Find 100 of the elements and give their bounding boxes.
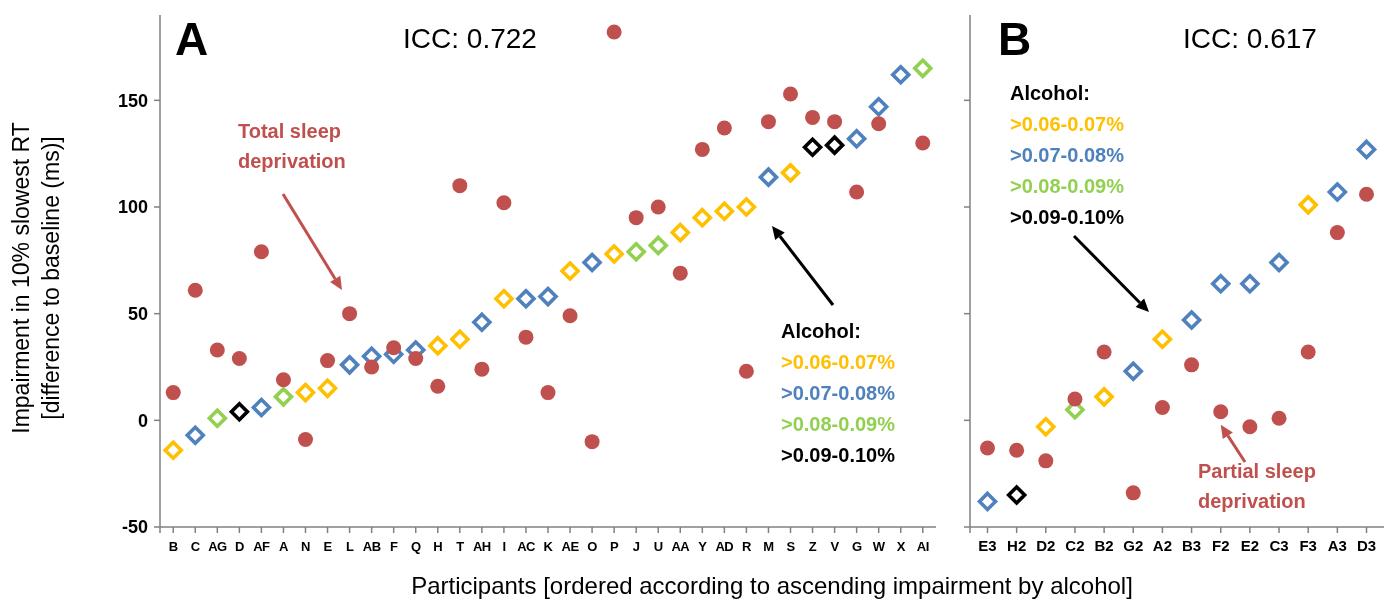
point: [364, 359, 380, 375]
y-tick-label: 50: [127, 303, 148, 324]
y-tick-label: 150: [117, 90, 148, 111]
point: [1123, 361, 1144, 382]
y-tick-label: 0: [137, 410, 148, 431]
x-tick-label: A3: [1327, 537, 1347, 554]
point: [758, 167, 779, 187]
point: [317, 378, 338, 399]
point: [538, 286, 558, 307]
y-tick-label: 100: [117, 197, 148, 218]
point: [584, 434, 600, 450]
point: [780, 163, 801, 183]
point: [1038, 453, 1054, 469]
point: [1154, 400, 1170, 416]
point: [650, 199, 666, 215]
x-tick-label: E2: [1240, 537, 1260, 554]
point: [1240, 274, 1260, 294]
point: [1271, 410, 1287, 426]
annotation: Partial sleep deprivation: [1198, 460, 1316, 512]
x-tick-label: C2: [1065, 537, 1085, 554]
x-tick-label: U: [653, 539, 663, 554]
point: [915, 135, 931, 151]
x-tick-label: D2: [1036, 537, 1056, 554]
x-tick-label: Y: [698, 539, 708, 554]
text: >0.08-0.09%: [1010, 175, 1125, 197]
point: [1329, 225, 1345, 241]
point: [320, 353, 336, 369]
point: [1300, 344, 1316, 360]
point: [1213, 404, 1229, 420]
point: [628, 210, 644, 226]
point: [1356, 139, 1377, 160]
point: [802, 137, 823, 158]
legend-title: Alcohol:: [1010, 82, 1090, 104]
point: [805, 109, 821, 125]
point: [231, 350, 247, 366]
text: >0.06-0.07%: [1010, 113, 1125, 135]
point: [1298, 195, 1318, 215]
point: [1036, 416, 1056, 437]
text: >0.07-0.08%: [1010, 144, 1125, 166]
point: [868, 96, 889, 117]
point: [207, 408, 228, 428]
point: [253, 244, 269, 260]
point: [209, 342, 225, 358]
point: [714, 201, 735, 222]
point: [871, 116, 887, 132]
x-tick-label: AF: [253, 539, 271, 554]
text: >0.06-0.07%: [781, 351, 896, 373]
point: [275, 372, 291, 388]
x-tick-label: AB: [362, 539, 381, 554]
point: [606, 24, 622, 40]
x-tick-label: C: [190, 539, 201, 554]
point: [295, 382, 316, 403]
point: [251, 397, 272, 418]
x-tick-label: E: [323, 539, 333, 554]
x-tick-label: W: [872, 539, 886, 554]
point: [827, 114, 843, 130]
x-tick-label: H: [433, 539, 443, 554]
point: [1009, 442, 1025, 458]
x-tick-label: AI: [916, 539, 929, 554]
x-tick-label: M: [763, 539, 774, 554]
x-tick-label: K: [543, 539, 554, 554]
text: >0.07-0.08%: [781, 382, 896, 404]
x-tick-label: A2: [1152, 537, 1173, 554]
x-tick-label: G2: [1123, 537, 1144, 554]
point: [1067, 391, 1083, 407]
point: [783, 86, 798, 102]
x-tick-label: AG: [208, 539, 227, 554]
x-tick-label: G: [851, 539, 862, 554]
y-tick-label: -50: [121, 517, 148, 538]
x-tick-label: S: [786, 539, 796, 554]
point: [427, 335, 448, 356]
x-tick-label: C3: [1269, 537, 1289, 554]
point: [452, 178, 468, 194]
point: [163, 440, 184, 460]
point: [273, 387, 294, 407]
point: [736, 197, 757, 217]
point: [1242, 419, 1258, 435]
text: >0.08-0.09%: [781, 413, 896, 435]
x-tick-label: F2: [1211, 537, 1230, 554]
point: [626, 242, 646, 262]
point: [562, 308, 578, 324]
point: [450, 329, 470, 350]
x-tick-label: O: [587, 539, 598, 554]
point: [912, 58, 933, 79]
point: [408, 350, 424, 366]
point: [187, 282, 203, 298]
point: [430, 378, 446, 394]
x-tick-label: Z: [808, 539, 817, 554]
x-tick-label: H2: [1007, 537, 1027, 554]
point: [474, 361, 490, 377]
point: [560, 261, 580, 281]
x-tick-label: E3: [978, 537, 997, 554]
point: [1125, 485, 1141, 501]
point: [516, 288, 536, 309]
point: [890, 64, 911, 85]
point: [1184, 357, 1200, 373]
point: [672, 265, 688, 281]
point: [1210, 274, 1231, 294]
point: [1181, 310, 1202, 330]
point: [670, 222, 691, 243]
